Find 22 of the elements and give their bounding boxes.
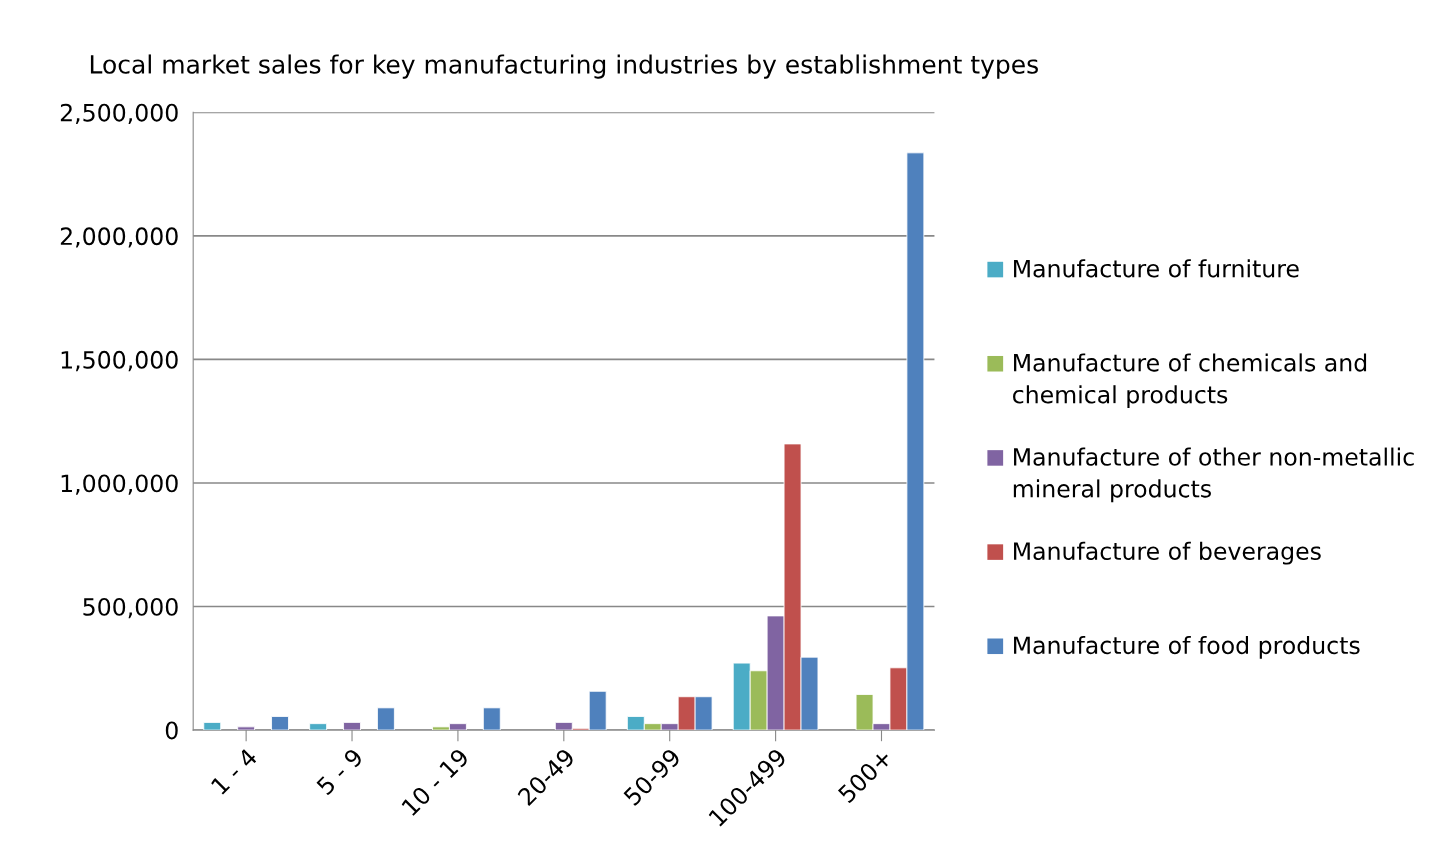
x-tick-label: 5 - 9 bbox=[315, 747, 364, 796]
x-tick-label: 1 - 4 bbox=[210, 747, 258, 795]
legend-label: Manufacture of food products bbox=[1014, 635, 1360, 659]
bar bbox=[309, 723, 328, 731]
bar bbox=[271, 716, 289, 731]
bar bbox=[343, 722, 361, 731]
legend-label: Manufacture of furniture bbox=[1014, 259, 1299, 278]
bar bbox=[237, 726, 256, 731]
y-tick-label: 2,500,000 bbox=[60, 103, 178, 125]
chart-title: Local market sales for key manufacturing industries by establishment types bbox=[90, 54, 1038, 79]
bar bbox=[377, 707, 395, 731]
bar bbox=[203, 722, 222, 731]
y-tick-label: 1,000,000 bbox=[61, 474, 178, 495]
y-tick-label: 2,000,000 bbox=[60, 227, 178, 248]
legend-label: Manufacture of other non-metallic mineral products bbox=[1013, 447, 1414, 503]
y-tick-label: 1,500,000 bbox=[61, 350, 178, 372]
legend-label: Manufacture of chemicals and chemical products bbox=[1013, 353, 1367, 409]
bar bbox=[482, 707, 501, 731]
legend-label: Manufacture of beverages bbox=[1014, 541, 1321, 565]
y-tick-label: 0 bbox=[165, 721, 178, 740]
y-tick-label: 500,000 bbox=[83, 597, 178, 619]
x-tick-label: 10 - 19 bbox=[400, 747, 470, 817]
